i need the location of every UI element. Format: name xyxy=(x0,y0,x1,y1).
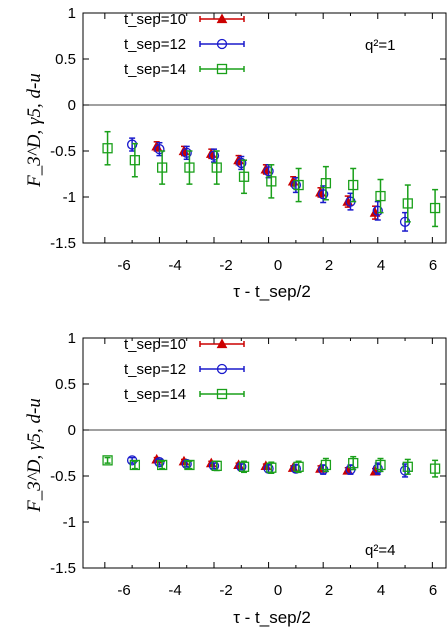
data-point xyxy=(236,157,247,169)
y-tick-label: 0.5 xyxy=(55,376,76,393)
q2-annotation: q²=1 xyxy=(365,37,395,54)
legend-marker xyxy=(216,363,228,375)
x-tick-label: 2 xyxy=(325,582,333,599)
x-tick-labels: -6 -4 -2 0 2 4 6 xyxy=(117,582,437,599)
x-tick-label: 0 xyxy=(274,582,282,599)
y-axis-title: F_3^D, γ5, d-u xyxy=(24,73,45,188)
data-point xyxy=(293,179,304,191)
legend: t_sep=10 t_sep=12 t_sep=14 xyxy=(124,336,245,403)
y-tick-label: -0.5 xyxy=(50,468,76,485)
y-tick-label: 0.5 xyxy=(55,51,76,68)
data-point xyxy=(184,162,195,173)
panel-bottom: 1 0.5 0 -0.5 -1 -1.5 -6 -4 -2 0 2 4 6 τ … xyxy=(24,330,447,627)
data-point xyxy=(129,155,141,166)
data-point xyxy=(399,465,411,476)
x-tick-label: 6 xyxy=(429,582,437,599)
legend-marker xyxy=(216,338,228,349)
legend-label: t_sep=10 xyxy=(124,336,186,353)
data-point xyxy=(429,202,441,214)
data-point xyxy=(348,457,359,469)
legend-marker xyxy=(216,38,228,50)
data-point xyxy=(318,189,329,200)
data-point xyxy=(211,460,222,472)
x-axis-title: τ - t_sep/2 xyxy=(233,608,311,627)
x-tick-label: 4 xyxy=(377,582,385,599)
data-point xyxy=(154,457,165,468)
axis-ticks xyxy=(83,12,446,244)
legend-marker xyxy=(216,63,228,75)
data-point xyxy=(184,459,195,471)
x-tick-label: 4 xyxy=(377,257,385,274)
legend-marker xyxy=(216,13,228,24)
y-tick-label: 0 xyxy=(68,422,76,439)
x-tick-label: -2 xyxy=(219,257,232,274)
data-point xyxy=(372,205,383,216)
y-tick-label: -1.5 xyxy=(50,560,76,577)
legend-label: t_sep=14 xyxy=(124,386,186,403)
x-tick-label: 6 xyxy=(429,257,437,274)
data-point xyxy=(348,179,359,191)
x-tick-label: -6 xyxy=(117,257,130,274)
data-point xyxy=(402,198,413,209)
axis-ticks xyxy=(83,337,446,569)
data-point xyxy=(181,147,192,158)
x-tick-label: -6 xyxy=(117,582,130,599)
data-point xyxy=(126,139,138,150)
data-point xyxy=(293,461,304,472)
y-axis-title: F_3^D, γ5, d-u xyxy=(24,398,45,513)
data-point xyxy=(320,459,332,471)
legend-label: t_sep=12 xyxy=(124,361,186,378)
legend-label: t_sep=14 xyxy=(124,61,186,78)
x-tick-label: -4 xyxy=(168,582,181,599)
plot-frame xyxy=(82,12,447,244)
data-point xyxy=(375,190,386,202)
data-point xyxy=(372,463,383,474)
x-tick-label: -4 xyxy=(168,257,181,274)
legend-marker xyxy=(216,388,228,400)
x-tick-label: 0 xyxy=(274,257,282,274)
x-axis-title: τ - t_sep/2 xyxy=(233,282,311,301)
y-tick-label: -1.5 xyxy=(50,235,76,252)
data-point xyxy=(102,455,113,466)
y-tick-label: 1 xyxy=(68,5,76,22)
legend: t_sep=10 t_sep=12 t_sep=14 xyxy=(124,11,245,78)
data-point xyxy=(102,143,113,154)
legend-label: t_sep=12 xyxy=(124,36,186,53)
y-tick-label: -1 xyxy=(63,514,76,531)
y-tick-label: 0 xyxy=(68,97,76,114)
data-point xyxy=(263,166,274,177)
panel-top: 1 0.5 0 -0.5 -1 -1.5 -6 -4 -2 0 2 4 6 τ … xyxy=(24,5,447,301)
data-point xyxy=(157,162,168,173)
x-tick-labels: -6 -4 -2 0 2 4 6 xyxy=(117,257,437,274)
x-tick-label: -2 xyxy=(219,582,232,599)
data-point xyxy=(402,461,413,472)
plot-frame xyxy=(82,337,447,569)
data-point xyxy=(266,176,277,187)
data-point xyxy=(266,462,277,473)
data-point xyxy=(154,144,165,155)
data-point xyxy=(129,459,141,471)
data-point xyxy=(429,463,441,474)
y-tick-label: 1 xyxy=(68,330,76,347)
data-point xyxy=(238,461,250,472)
x-tick-label: 2 xyxy=(325,257,333,274)
data-point xyxy=(211,162,222,173)
y-tick-label: -1 xyxy=(63,189,76,206)
data-marks xyxy=(102,130,441,232)
legend-label: t_sep=10 xyxy=(124,11,186,28)
y-tick-label: -0.5 xyxy=(50,143,76,160)
data-point xyxy=(157,459,168,471)
data-marks xyxy=(102,453,441,478)
data-point xyxy=(290,463,302,474)
data-point xyxy=(375,459,386,471)
q2-annotation: q²=4 xyxy=(365,542,395,559)
data-point xyxy=(320,178,332,189)
data-point xyxy=(238,171,250,182)
